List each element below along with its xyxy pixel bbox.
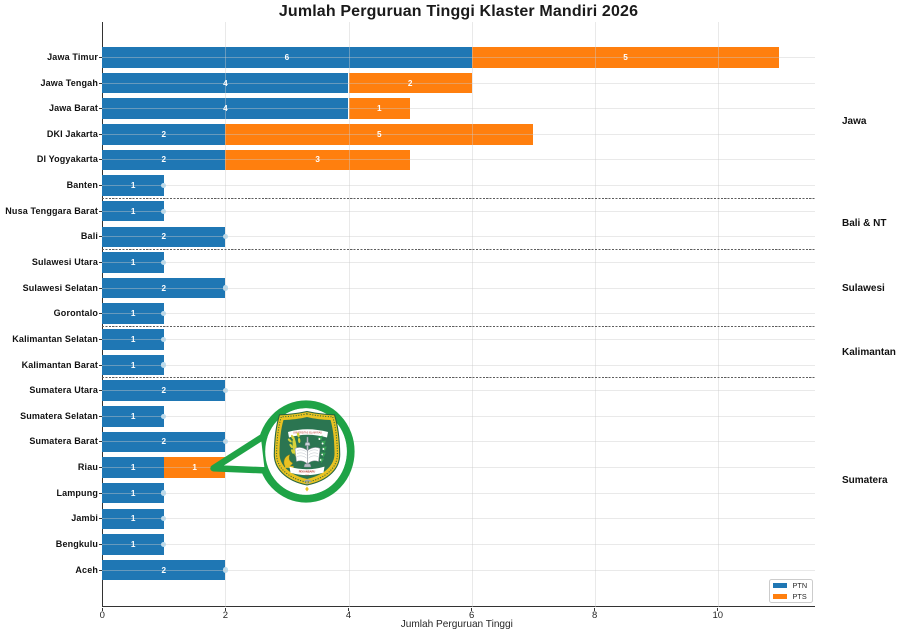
svg-text:PEKANBARU: PEKANBARU — [299, 469, 316, 473]
svg-text:UNIVERSITAS ISLAM RIAU: UNIVERSITAS ISLAM RIAU — [293, 432, 322, 435]
svg-text:1962: 1962 — [305, 475, 309, 477]
